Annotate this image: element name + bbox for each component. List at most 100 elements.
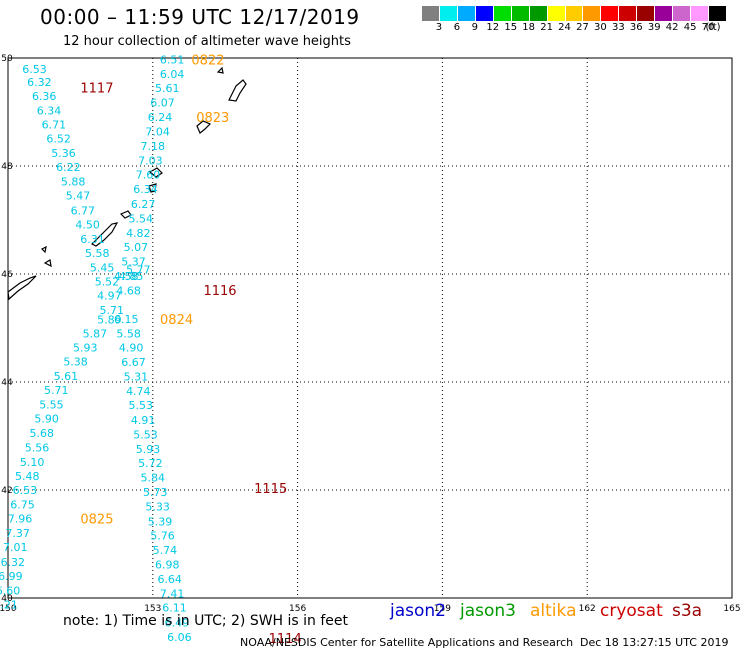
wave-height-value: 5.55 [39, 399, 64, 412]
wave-height-value: 5.89 [97, 313, 122, 326]
wave-height-value: 7.21 [0, 598, 18, 611]
island-outline [228, 79, 247, 102]
wave-height-value: 5.87 [83, 327, 108, 340]
island-outline [216, 66, 224, 74]
wave-height-value: 5.36 [51, 147, 76, 160]
wave-height-value: 6.53 [22, 63, 47, 76]
wave-height-value: 7.37 [5, 527, 30, 540]
legend-label: 45 [683, 22, 697, 33]
legend-swatch [475, 6, 494, 21]
map-subtitle: 12 hour collection of altimeter wave hei… [63, 34, 351, 49]
wave-height-value: 5.71 [100, 304, 125, 317]
wave-height-value: 6.60 [0, 584, 20, 597]
wave-height-value: 5.88 [61, 176, 86, 189]
lat-tick-label: 42 [1, 486, 12, 496]
legend-label: 24 [558, 22, 571, 33]
wave-height-value: 6.24 [148, 111, 173, 124]
wave-height-value: 5.39 [148, 515, 173, 528]
wave-height-value: 7.03 [138, 155, 163, 168]
legend-label: 42 [665, 22, 679, 33]
wave-height-value: 6.75 [10, 499, 35, 512]
wave-height-value: 5.61 [155, 82, 180, 95]
wave-height-value: 6.51 [160, 54, 185, 67]
satellite-legend-altika: altika [530, 601, 577, 621]
wave-height-value: 7.60 [136, 169, 161, 182]
pass-time-label: 0825 [80, 513, 113, 528]
wave-height-value: 5.37 [121, 256, 146, 269]
satellite-legend-s3a: s3a [672, 601, 703, 621]
wave-height-value: 7.04 [145, 125, 170, 138]
wave-height-value: 5.38 [63, 355, 88, 368]
wave-height-value: 4.74 [126, 385, 151, 398]
wave-height-value: 6.06 [167, 631, 192, 644]
wave-height-value: 5.58 [116, 327, 141, 340]
wave-height-value: 6.53 [13, 484, 38, 497]
island-outline [43, 259, 52, 268]
wave-height-value: 5.54 [128, 212, 153, 225]
wave-height-value: 7.96 [8, 513, 33, 526]
wave-height-value: 5.90 [34, 413, 59, 426]
wave-height-value: 5.52 [95, 276, 120, 289]
wave-height-value: 4.90 [119, 341, 144, 354]
wave-height-value: 6.49 [165, 616, 190, 629]
satellite-legend-jason3: jason3 [460, 601, 516, 621]
wave-height-value: 5.56 [25, 441, 50, 454]
wave-height-value: 5.33 [145, 501, 170, 514]
wave-height-value: 5.68 [30, 427, 55, 440]
pass-time-label: 0823 [196, 111, 229, 126]
legend-swatch [422, 6, 440, 21]
lat-tick-label: 48 [1, 162, 13, 172]
wave-height-value: 5.48 [15, 470, 40, 483]
pass-time-label: 1114 [269, 632, 302, 647]
lat-tick-label: 46 [1, 270, 13, 280]
island-outline [90, 222, 119, 247]
pass-time-label: 1116 [203, 284, 236, 299]
wave-height-value: 6.77 [71, 204, 96, 217]
legend-label: 3 [435, 22, 443, 33]
legend-swatch [601, 6, 620, 21]
legend-label: 36 [629, 22, 643, 33]
legend-swatch [709, 6, 727, 21]
legend-swatch [439, 6, 458, 21]
legend-swatch [457, 6, 476, 21]
lon-tick-label: 156 [289, 604, 306, 614]
legend-label: 39 [647, 22, 661, 33]
satellite-legend-cryosat: cryosat [600, 601, 663, 621]
wave-height-value: 6.64 [157, 573, 182, 586]
wave-height-value: 7.41 [160, 588, 185, 601]
legend-swatch [583, 6, 602, 21]
wave-height-value: 5.73 [143, 486, 168, 499]
wave-height-value: 5.10 [20, 456, 45, 469]
legend-label: 18 [522, 22, 536, 33]
wave-height-value: 5.47 [66, 190, 91, 203]
island-outline [119, 210, 132, 219]
legend-swatch [493, 6, 512, 21]
wave-height-value: 5.53 [128, 399, 153, 412]
wave-height-value: 6.67 [121, 356, 146, 369]
wave-height-value: 5.61 [54, 370, 79, 383]
lon-tick-label: 150 [0, 604, 17, 614]
wave-height-value: 5.71 [44, 384, 69, 397]
wave-height-value: 6.34 [37, 104, 62, 117]
map-frame [7, 57, 733, 599]
wave-height-value: 6.22 [56, 161, 81, 174]
wave-height-value: 6.27 [131, 198, 156, 211]
wave-height-value: 5.76 [150, 529, 175, 542]
island-outline [148, 183, 157, 193]
pass-time-label: 0824 [160, 313, 193, 328]
wave-height-value: 6.04 [160, 68, 185, 81]
wave-height-value: 6.11 [162, 602, 187, 615]
lon-tick-label: 162 [579, 604, 596, 614]
legend-label: 12 [486, 22, 500, 33]
legend-label: 70 [701, 22, 715, 33]
legend-label: 15 [504, 22, 518, 33]
legend-swatch [565, 6, 584, 21]
legend-label: 21 [540, 22, 553, 33]
lon-tick-label: 165 [723, 604, 740, 614]
wave-height-value: 6.52 [46, 132, 71, 145]
wave-height-value: 5.53 [133, 428, 158, 441]
island-outline [148, 167, 163, 178]
map-title: 00:00 – 11:59 UTC 12/17/2019 [40, 5, 360, 29]
wave-height-value: 6.15 [114, 313, 139, 326]
wave-height-value: 5.58 [85, 247, 110, 260]
